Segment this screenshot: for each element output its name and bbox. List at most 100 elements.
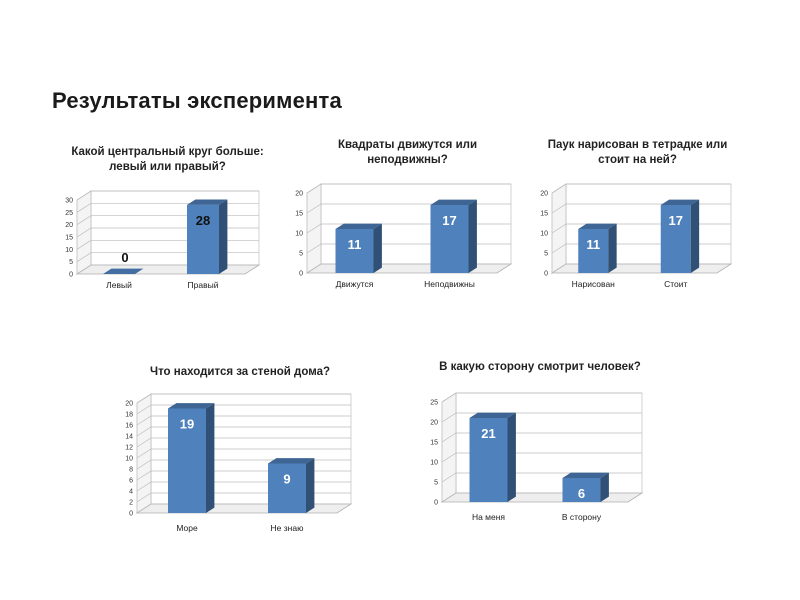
bar-side: [507, 412, 516, 502]
x-category-label: На меня: [472, 512, 505, 522]
bar-top: [578, 223, 617, 229]
y-tick-label: 5: [299, 251, 303, 258]
gridline: [551, 183, 731, 194]
bar-side: [373, 223, 382, 273]
bar-top: [187, 199, 228, 205]
x-category-label: В сторону: [562, 512, 602, 522]
gridline: [441, 452, 642, 463]
y-tick-label: 5: [434, 480, 438, 487]
y-tick-label: 25: [430, 400, 438, 407]
bar-side: [690, 199, 700, 273]
y-tick-label: 5: [69, 259, 73, 266]
y-tick-label: 0: [299, 271, 303, 278]
chart-title: В какую сторону смотрит человек?: [439, 361, 641, 373]
data-label: 19: [180, 417, 194, 432]
bar-zero: [103, 268, 144, 274]
x-category-label: Стоит: [664, 279, 687, 289]
gridline: [136, 404, 351, 415]
data-label: 21: [481, 426, 495, 441]
y-tick-label: 20: [295, 191, 303, 198]
gridline: [441, 432, 642, 443]
bar-front: [430, 205, 469, 273]
y-tick-label: 10: [125, 456, 133, 463]
gridline: [136, 437, 351, 448]
y-tick-label: 18: [125, 412, 133, 419]
y-tick-label: 0: [434, 500, 438, 507]
bar-top: [562, 472, 609, 478]
data-label: 11: [586, 237, 600, 252]
bar-top: [430, 199, 477, 205]
y-tick-label: 10: [65, 247, 73, 254]
gridline: [136, 415, 351, 426]
chart-plot: 0 5 10 15 20 11 Нарисован 17 Стоит: [540, 183, 733, 289]
chart-plot: 0 5 10 15 20 25 21 На меня 6 В сторону: [430, 392, 644, 522]
gridline: [306, 183, 511, 194]
y-tick-label: 5: [544, 251, 548, 258]
chart-title: Паук нарисован в тетрадке или стоит на н…: [547, 139, 728, 166]
x-category-label: Левый: [106, 280, 132, 290]
chart-title: Что находится за стеной дома?: [149, 366, 331, 378]
data-label: 17: [669, 213, 683, 228]
x-category-label: Неподвижны: [424, 279, 475, 289]
bar-top: [335, 223, 382, 229]
chart-man-looking: В какую сторону смотрит человек? 0 5 10 15 2…: [420, 360, 660, 540]
gridline: [136, 393, 351, 404]
y-tick-label: 15: [430, 440, 438, 447]
chart-plot: 0 5 10 15 20 11 Движутся 17 Неподвижны: [295, 183, 513, 289]
chart-title: Какой центральный круг больше: левый или…: [71, 146, 264, 173]
page-title: Результаты эксперимента: [52, 88, 342, 113]
bar-side: [600, 472, 609, 502]
y-tick-label: 12: [125, 445, 133, 452]
bar-front: [335, 229, 374, 273]
data-label: 17: [442, 213, 456, 228]
data-label: 6: [578, 486, 585, 501]
bar-front: [168, 408, 206, 513]
x-category-label: Не знаю: [271, 523, 305, 533]
y-tick-label: 30: [65, 198, 73, 205]
data-label: 9: [283, 472, 290, 487]
chart-plot: 0 2 4 6 8 10 12 14 16 18 20 19 Море 9 Не знаю: [125, 393, 353, 533]
y-tick-label: 2: [129, 500, 133, 507]
y-tick-label: 20: [65, 222, 73, 229]
y-tick-label: 15: [65, 235, 73, 242]
data-label: 11: [348, 237, 362, 252]
y-tick-label: 16: [125, 423, 133, 430]
chart-title: Квадраты движутся или неподвижны?: [337, 139, 478, 166]
y-tick-label: 15: [540, 211, 548, 218]
x-category-label: Море: [176, 523, 198, 533]
y-tick-label: 10: [540, 231, 548, 238]
y-tick-label: 0: [129, 511, 133, 518]
bar-front: [660, 205, 691, 273]
chart-spider-drawn: Паук нарисован в тетрадке или стоит на н…: [530, 138, 745, 323]
y-tick-label: 15: [295, 211, 303, 218]
gridline: [136, 426, 351, 437]
y-tick-label: 10: [295, 231, 303, 238]
x-category-label: Движутся: [336, 279, 374, 289]
x-category-label: Правый: [188, 280, 219, 290]
gridline: [136, 448, 351, 459]
chart-central-circle: Какой центральный круг больше: левый или…: [55, 145, 280, 325]
gridline: [76, 190, 259, 201]
y-tick-label: 25: [65, 210, 73, 217]
y-tick-label: 20: [540, 191, 548, 198]
bar-side: [219, 199, 228, 274]
chart-plot: 0 5 10 15 20 25 30 0 Левый 28 Правый: [65, 190, 261, 290]
y-tick-label: 0: [544, 271, 548, 278]
y-tick-label: 20: [430, 420, 438, 427]
y-tick-label: 0: [69, 272, 73, 279]
bar-side: [608, 223, 617, 273]
bar-front: [469, 418, 508, 502]
bar-top: [660, 199, 700, 205]
data-label: 28: [196, 213, 210, 228]
bar-side: [468, 199, 477, 273]
x-category-label: Нарисован: [572, 279, 616, 289]
gridline: [441, 412, 642, 423]
data-label: 0: [121, 250, 128, 265]
bar-top: [168, 403, 215, 409]
bar-top: [469, 412, 516, 418]
y-tick-label: 8: [129, 467, 133, 474]
bar-side: [206, 403, 215, 513]
chart-floor: [75, 264, 261, 275]
y-tick-label: 10: [430, 460, 438, 467]
bar-side: [306, 458, 315, 513]
